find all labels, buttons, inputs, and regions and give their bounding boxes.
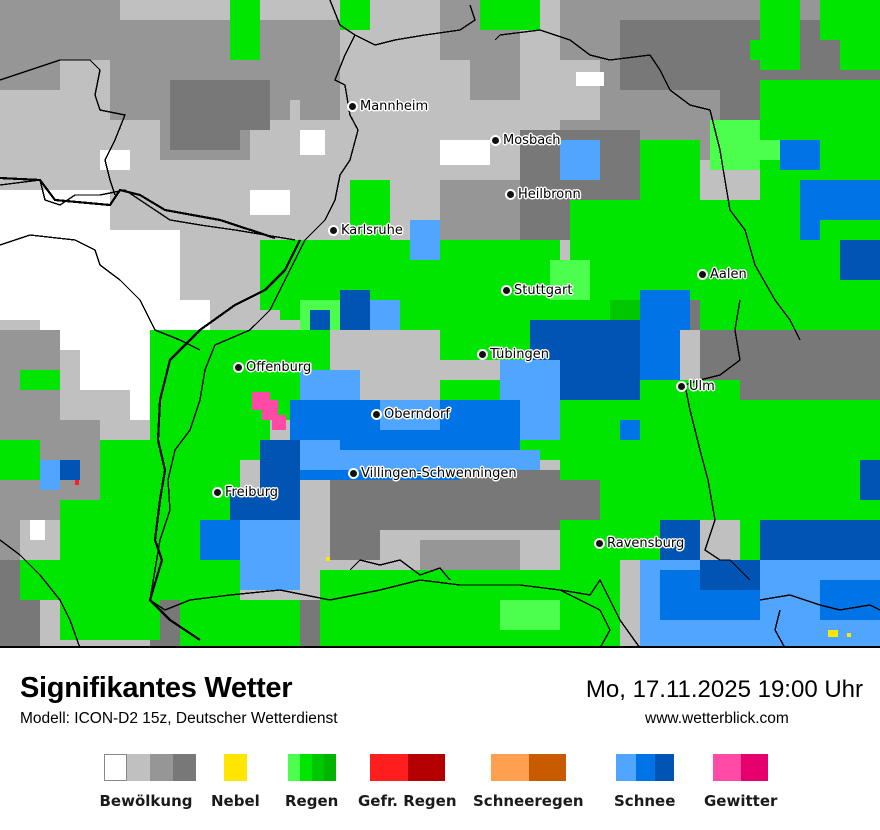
city-ulm: Ulm: [678, 380, 715, 393]
city-marker-icon: [596, 540, 603, 547]
city-tuebingen: Tübingen: [479, 348, 549, 361]
swatch-freezing-rain-2: [407, 754, 445, 781]
swatch-rain-1: [287, 754, 300, 781]
city-marker-icon: [507, 191, 514, 198]
swatch-thunderstorm-2: [741, 754, 769, 781]
city-marker-icon: [678, 383, 685, 390]
city-aalen: Aalen: [699, 268, 747, 281]
model-source: Modell: ICON-D2 15z, Deutscher Wetterdie…: [20, 710, 338, 727]
city-marker-icon: [503, 287, 510, 294]
city-freiburg: Freiburg: [214, 486, 278, 499]
swatch-rain-2: [299, 754, 312, 781]
city-marker-icon: [349, 103, 356, 110]
city-marker-icon: [350, 470, 357, 477]
city-marker-icon: [699, 271, 706, 278]
swatch-cloud-clear: [104, 754, 127, 781]
city-marker-icon: [235, 364, 242, 371]
city-heilbronn: Heilbronn: [507, 188, 581, 201]
page-title: Signifikantes Wetter: [20, 672, 293, 704]
swatch-snow-1: [615, 754, 636, 781]
city-marker-icon: [492, 137, 499, 144]
legend-gefr-regen: Gefr. Regen: [358, 754, 457, 810]
city-marker-icon: [330, 227, 337, 234]
city-villingen-schwenningen: Villingen-Schwenningen: [350, 467, 517, 480]
swatch-freezing-rain-1: [369, 754, 408, 781]
city-ravensburg: Ravensburg: [596, 537, 684, 550]
legend-schneeregen: Schneeregen: [473, 754, 584, 810]
weather-map: Mannheim Mosbach Heilbronn Karlsruhe Stu…: [0, 0, 880, 648]
city-mosbach: Mosbach: [492, 134, 561, 147]
city-marker-icon: [214, 489, 221, 496]
swatch-snow-3: [654, 754, 674, 781]
swatch-cloud-light: [127, 754, 150, 781]
legend-nebel: Nebel: [211, 754, 260, 810]
weather-overlay: [0, 0, 880, 646]
swatch-fog: [223, 754, 247, 781]
legend-schnee: Schnee: [614, 754, 675, 810]
legend-gewitter: Gewitter: [704, 754, 777, 810]
website-link: www.wetterblick.com: [645, 710, 789, 727]
city-mannheim: Mannheim: [349, 100, 428, 113]
swatch-snow-2: [635, 754, 655, 781]
swatch-rain-4: [323, 754, 336, 781]
swatch-thunderstorm-1: [713, 754, 742, 781]
city-stuttgart: Stuttgart: [503, 284, 572, 297]
footer-panel: Signifikantes Wetter Modell: ICON-D2 15z…: [0, 648, 880, 830]
city-marker-icon: [479, 351, 486, 358]
forecast-datetime: Mo, 17.11.2025 19:00 Uhr: [585, 676, 863, 703]
swatch-cloud-dark: [173, 754, 196, 781]
city-karlsruhe: Karlsruhe: [330, 224, 403, 237]
swatch-cloud-mid: [150, 754, 173, 781]
swatch-sleet-1: [490, 754, 529, 781]
legend-bewoelkung: Bewölkung: [100, 754, 196, 810]
city-marker-icon: [373, 411, 380, 418]
city-offenburg: Offenburg: [235, 361, 311, 374]
swatch-sleet-2: [528, 754, 566, 781]
city-oberndorf: Oberndorf: [373, 408, 450, 421]
swatch-rain-3: [311, 754, 324, 781]
legend-regen: Regen: [285, 754, 338, 810]
